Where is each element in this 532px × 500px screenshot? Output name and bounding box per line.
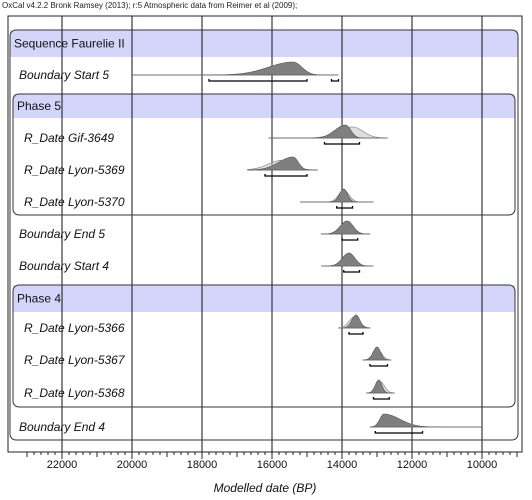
row-boundary-end-4: Boundary End 4 [19, 413, 482, 434]
x-tick-label-14000: 14000 [327, 459, 358, 471]
x-tick-label-16000: 16000 [257, 459, 288, 471]
x-axis: 22000 20000 18000 16000 14000 12000 10000 [26, 452, 518, 471]
row-boundary-end-5: Boundary End 5 [19, 220, 371, 241]
group-band-phase-5 [13, 94, 515, 118]
group-label-phase-4: Phase 4 [17, 292, 61, 306]
posterior-distribution [300, 188, 374, 203]
row-label-r-date-lyon-5367: R_Date Lyon-5367 [24, 353, 126, 367]
x-tick-label-22000: 22000 [47, 459, 78, 471]
posterior-distribution [320, 220, 371, 235]
group-box-phase-5 [12, 93, 516, 216]
row-r-date-lyon-5370: R_Date Lyon-5370 [24, 188, 374, 209]
row-label-boundary-end-4: Boundary End 4 [19, 420, 105, 434]
x-tick-label-10000: 10000 [467, 459, 498, 471]
group-bands [10, 30, 518, 312]
posterior-distribution [321, 252, 374, 267]
x-tick-label-12000: 12000 [397, 459, 428, 471]
row-boundary-start-5: Boundary Start 5 [19, 61, 340, 82]
range-bar [374, 431, 424, 434]
group-boxes [9, 29, 519, 441]
range-bar [323, 142, 361, 145]
range-bar [330, 79, 340, 82]
row-label-r-date-lyon-5369: R_Date Lyon-5369 [24, 163, 125, 177]
range-bar [372, 397, 390, 400]
range-bar [341, 238, 359, 241]
x-axis-title: Modelled date (BP) [214, 481, 317, 495]
posterior-distribution [338, 314, 371, 329]
row-label-boundary-start-4: Boundary Start 4 [19, 259, 109, 273]
group-label-sequence-faurelie-ii: Sequence Faurelie II [14, 37, 125, 51]
rows: Sequence Faurelie II Phase 5 Phase 4 Bounda… [14, 37, 482, 434]
row-label-r-date-gif-3649: R_Date Gif-3649 [24, 131, 114, 145]
range-bar [369, 364, 389, 367]
group-box-phase-4 [12, 284, 516, 408]
row-r-date-lyon-5368: R_Date Lyon-5368 [24, 379, 395, 400]
row-label-boundary-start-5: Boundary Start 5 [19, 68, 109, 82]
x-tick-label-20000: 20000 [117, 459, 148, 471]
range-bar [336, 206, 354, 209]
sequence-box [9, 29, 519, 441]
posterior-distribution [366, 379, 395, 394]
row-r-date-gif-3649: R_Date Gif-3649 [24, 124, 388, 145]
posterior-distribution [369, 413, 482, 428]
row-r-date-lyon-5369: R_Date Lyon-5369 [24, 156, 318, 177]
posterior-distribution [247, 156, 318, 171]
x-tick-label-18000: 18000 [187, 459, 218, 471]
range-bar [264, 174, 308, 177]
group-band-phase-4 [13, 285, 515, 312]
range-bar [343, 270, 361, 273]
row-label-r-date-lyon-5370: R_Date Lyon-5370 [24, 195, 125, 209]
posterior-distribution [268, 124, 388, 139]
group-label-phase-5: Phase 5 [17, 99, 61, 113]
posterior-distribution [132, 61, 339, 76]
row-label-r-date-lyon-5368: R_Date Lyon-5368 [24, 386, 125, 400]
row-boundary-start-4: Boundary Start 4 [19, 252, 374, 273]
posterior-distribution [362, 346, 392, 361]
header-note: OxCal v4.2.2 Bronk Ramsey (2013); r:5 At… [2, 1, 298, 10]
row-r-date-lyon-5366: R_Date Lyon-5366 [24, 314, 371, 335]
range-bar [208, 79, 308, 82]
group-band-sequence-faurelie-ii [10, 30, 518, 57]
row-r-date-lyon-5367: R_Date Lyon-5367 [24, 346, 392, 367]
row-label-boundary-end-5: Boundary End 5 [19, 227, 105, 241]
range-bar [348, 332, 364, 335]
row-label-r-date-lyon-5366: R_Date Lyon-5366 [24, 321, 125, 335]
